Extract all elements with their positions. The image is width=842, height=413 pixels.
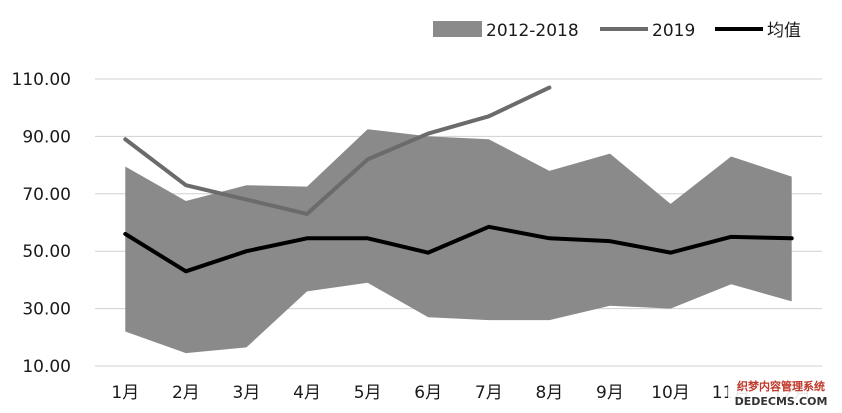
y-tick-label-1: 30.00 [22,300,71,320]
x-tick-label-0: 1月 [111,383,139,403]
series-line-2019 [123,85,552,216]
x-tick-label-1: 2月 [172,383,200,403]
x-tick-label-2: 3月 [233,383,261,403]
legend: 2012-2018 2019 均值 [433,21,801,41]
x-tick-label-8: 9月 [596,383,624,403]
watermark-background [728,376,834,410]
watermark-line2: DEDECMS.COM [735,395,828,408]
series-line-mean [123,224,794,274]
x-tick-label-7: 8月 [535,383,563,403]
y-tick-label-2: 50.00 [22,242,71,262]
y-axis-ticks: 10.00 30.00 50.00 70.00 90.00 110.00 [12,70,71,377]
legend-label-2019: 2019 [652,21,695,41]
x-tick-label-3: 4月 [293,383,321,403]
y-tick-label-3: 70.00 [22,185,71,205]
x-axis-ticks: 1月2月3月4月5月6月7月8月9月10月11月12月 [111,383,811,403]
y-tick-label-5: 110.00 [12,70,71,90]
legend-swatch-band [433,21,482,37]
watermark: 织梦内容管理系统 DEDECMS.COM [728,376,834,410]
legend-label-band: 2012-2018 [486,21,579,41]
x-tick-label-9: 10月 [651,383,690,403]
x-tick-label-6: 7月 [475,383,503,403]
legend-label-mean: 均值 [767,21,801,41]
x-tick-label-4: 5月 [354,383,382,403]
x-tick-label-5: 6月 [414,383,442,403]
watermark-line1: 织梦内容管理系统 [737,379,825,393]
y-tick-label-0: 10.00 [22,357,71,377]
series-layer [123,85,794,274]
y-tick-label-4: 90.00 [22,127,71,147]
